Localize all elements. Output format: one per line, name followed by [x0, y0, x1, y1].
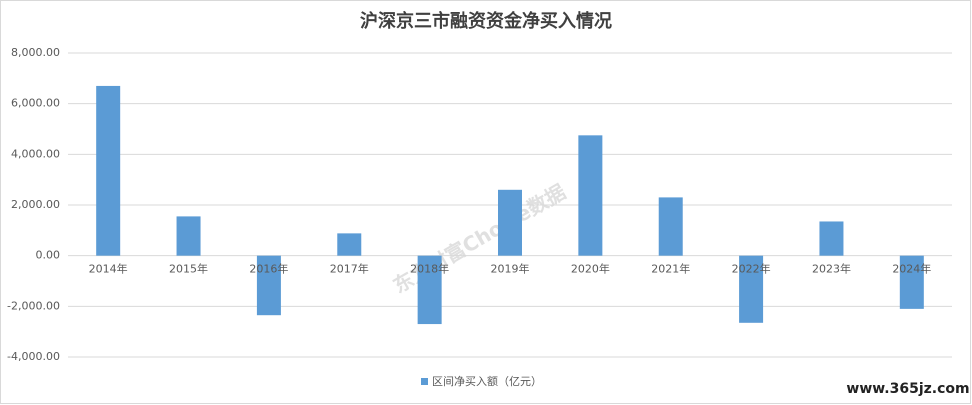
legend-label: 区间净买入额（亿元）: [432, 374, 542, 388]
x-tick-label: 2022年: [732, 262, 771, 276]
bar: [498, 189, 522, 256]
bar: [578, 135, 603, 256]
y-tick-label: 4,000.00: [11, 147, 60, 160]
bar: [739, 255, 764, 323]
bar: [899, 255, 924, 309]
bar: [96, 85, 121, 256]
x-tick-label: 2016年: [249, 262, 288, 276]
bar: [417, 255, 442, 325]
x-tick-label: 2017年: [330, 262, 369, 276]
x-tick-label: 2024年: [892, 262, 931, 276]
bar: [337, 233, 362, 256]
legend-swatch: [421, 378, 428, 385]
y-tick-label: 8,000.00: [11, 46, 60, 59]
bar: [819, 221, 844, 256]
bar: [176, 216, 201, 256]
y-tick-label: 6,000.00: [11, 97, 60, 110]
y-tick-label: -4,000.00: [7, 350, 60, 363]
bar: [658, 197, 683, 256]
chart-title: 沪深京三市融资资金净买入情况: [360, 10, 612, 32]
bar: [256, 255, 281, 316]
x-tick-label: 2018年: [410, 262, 449, 276]
site-mark: www.365jz.com: [846, 381, 969, 397]
x-tick-label: 2014年: [89, 262, 128, 276]
x-tick-label: 2015年: [169, 262, 208, 276]
y-tick-label: -2,000.00: [7, 299, 60, 312]
x-tick-label: 2019年: [491, 262, 530, 276]
y-tick-label: 0.00: [36, 249, 61, 262]
x-tick-label: 2020年: [571, 262, 610, 276]
y-tick-label: 2,000.00: [11, 198, 60, 211]
x-tick-label: 2023年: [812, 262, 851, 276]
x-tick-label: 2021年: [651, 262, 690, 276]
